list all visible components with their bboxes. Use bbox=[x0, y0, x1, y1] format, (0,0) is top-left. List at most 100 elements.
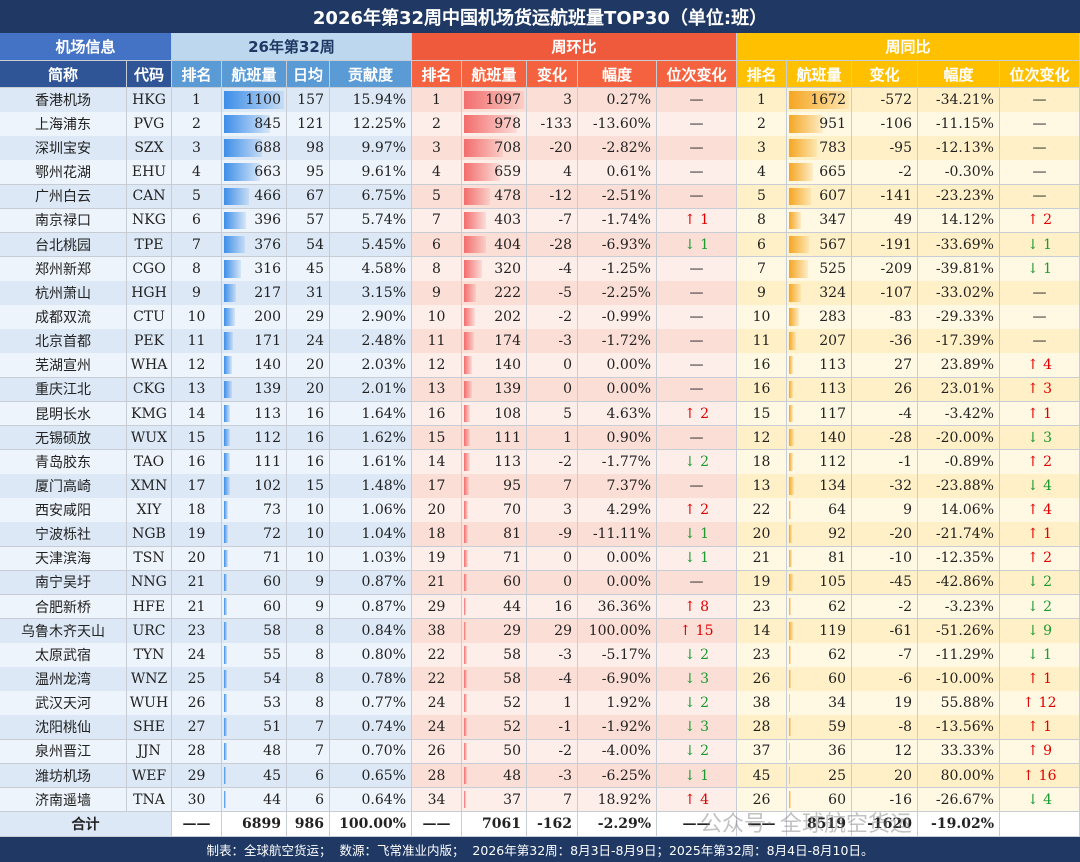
cell-text: 排名 bbox=[421, 65, 452, 84]
cell-text: 8 bbox=[192, 260, 201, 277]
data-bar bbox=[464, 646, 468, 664]
table-cell: 4 bbox=[527, 160, 578, 186]
cell-text: 9 bbox=[757, 284, 766, 301]
column-header: 航班量 bbox=[222, 61, 287, 88]
table-cell: KMG bbox=[127, 401, 172, 427]
table-cell: 783 bbox=[787, 136, 852, 161]
table-cell: 71 bbox=[222, 546, 287, 572]
cell-text: 6 bbox=[757, 236, 766, 253]
cell-text: 404 bbox=[494, 236, 521, 253]
table-cell: URC bbox=[127, 618, 172, 644]
table-cell: 5 bbox=[172, 184, 222, 210]
cell-text: JJN bbox=[137, 743, 161, 760]
table-cell: — bbox=[1000, 305, 1080, 330]
cell-text: 112 bbox=[254, 429, 281, 446]
cell-text: ↑ 9 bbox=[1026, 743, 1053, 760]
cell-text: 4 bbox=[757, 164, 766, 181]
cell-text: 7 bbox=[192, 236, 201, 253]
cell-text: -95 bbox=[889, 140, 912, 157]
table-cell: 15 bbox=[287, 474, 330, 499]
table-cell: -3 bbox=[527, 329, 578, 354]
cell-text: 24 bbox=[427, 719, 446, 736]
table-cell: -1.92% bbox=[578, 715, 657, 741]
table-cell: -133 bbox=[527, 112, 578, 137]
table-cell: 16 bbox=[737, 353, 787, 379]
data-bar bbox=[789, 477, 794, 495]
total-cell: 合计 bbox=[0, 812, 172, 837]
cell-text: 50 bbox=[503, 743, 521, 760]
table-cell: -2 bbox=[527, 450, 578, 475]
cell-text: -3 bbox=[558, 333, 572, 350]
table-cell: 16 bbox=[287, 425, 330, 451]
cell-text: 幅度 bbox=[601, 65, 632, 84]
data-bar bbox=[789, 187, 811, 206]
column-header: 幅度 bbox=[918, 61, 1000, 88]
cell-text: 100.00% bbox=[339, 816, 406, 832]
table-cell: 23 bbox=[737, 643, 787, 668]
table-cell: 28 bbox=[412, 763, 462, 789]
cell-text: 7 bbox=[563, 477, 572, 494]
data-bar bbox=[464, 694, 467, 712]
column-header: 位次变化 bbox=[1000, 61, 1080, 88]
table-cell: 12 bbox=[852, 739, 918, 765]
cell-text: 重庆江北 bbox=[35, 382, 91, 399]
table-cell: -20 bbox=[852, 522, 918, 548]
cell-text: -13.60% bbox=[592, 115, 651, 132]
cell-text: 48 bbox=[503, 767, 521, 784]
cell-text: 67 bbox=[306, 188, 324, 205]
table-cell: 2 bbox=[172, 112, 222, 137]
cell-text: 324 bbox=[819, 284, 846, 301]
table-cell: PVG bbox=[127, 112, 172, 137]
cell-text: -6.25% bbox=[601, 767, 651, 784]
data-bar bbox=[789, 573, 793, 592]
table-cell: -13.60% bbox=[578, 112, 657, 137]
table-cell: 140 bbox=[222, 353, 287, 379]
cell-text: -19.02% bbox=[931, 816, 994, 832]
cell-text: -10.00% bbox=[935, 671, 994, 687]
cell-text: 鄂州花湖 bbox=[35, 165, 91, 182]
cell-text: 厦门高崎 bbox=[35, 478, 91, 495]
table-cell: TNA bbox=[127, 787, 172, 813]
table-cell: 15.94% bbox=[330, 88, 412, 113]
cell-text: — bbox=[689, 574, 704, 591]
cell-text: 11 bbox=[187, 333, 206, 350]
cell-text: ↑ 2 bbox=[683, 405, 710, 422]
cell-text: ↑ 1 bbox=[1026, 405, 1053, 422]
cell-text: ↓ 2 bbox=[1026, 598, 1053, 615]
cell-text: 1 bbox=[563, 429, 572, 446]
table-cell: 404 bbox=[462, 232, 527, 258]
table-cell: 9.97% bbox=[330, 136, 412, 161]
cell-text: ↓ 4 bbox=[1026, 791, 1053, 808]
cell-text: -6.90% bbox=[601, 671, 651, 687]
table-cell: -0.89% bbox=[918, 450, 1000, 475]
table-cell: ↓ 1 bbox=[657, 546, 737, 572]
cell-text: 北京首都 bbox=[35, 334, 91, 351]
cell-text: 11 bbox=[427, 333, 446, 350]
table-cell: 13 bbox=[172, 377, 222, 403]
cell-text: 0.64% bbox=[361, 791, 406, 808]
cell-text: -133 bbox=[540, 115, 572, 132]
cell-text: ↑ 1 bbox=[1026, 719, 1053, 736]
table-cell: 112 bbox=[222, 425, 287, 451]
cell-text: 10 bbox=[427, 309, 446, 325]
table-cell: 26 bbox=[412, 739, 462, 765]
total-cell: -19.02% bbox=[918, 812, 1000, 837]
data-bar bbox=[224, 91, 284, 109]
table-cell: ↓ 4 bbox=[1000, 787, 1080, 813]
table-cell: 12 bbox=[737, 425, 787, 451]
table-cell: 14 bbox=[172, 401, 222, 427]
table-cell: 5 bbox=[737, 184, 787, 210]
data-bar bbox=[464, 742, 467, 761]
table-cell: 11 bbox=[412, 329, 462, 354]
table-cell: — bbox=[657, 184, 737, 210]
table-cell: XMN bbox=[127, 474, 172, 499]
cell-text: ↓ 3 bbox=[683, 671, 710, 687]
table-cell: 沈阳桃仙 bbox=[0, 715, 127, 741]
column-header: 幅度 bbox=[578, 61, 657, 88]
table-cell: -20.00% bbox=[918, 425, 1000, 451]
cell-text: -0.30% bbox=[944, 164, 994, 181]
cell-text: 34 bbox=[427, 791, 446, 808]
cell-text: 95 bbox=[306, 164, 324, 181]
table-cell: 23.01% bbox=[918, 377, 1000, 403]
cell-text: 周环比 bbox=[551, 38, 597, 56]
